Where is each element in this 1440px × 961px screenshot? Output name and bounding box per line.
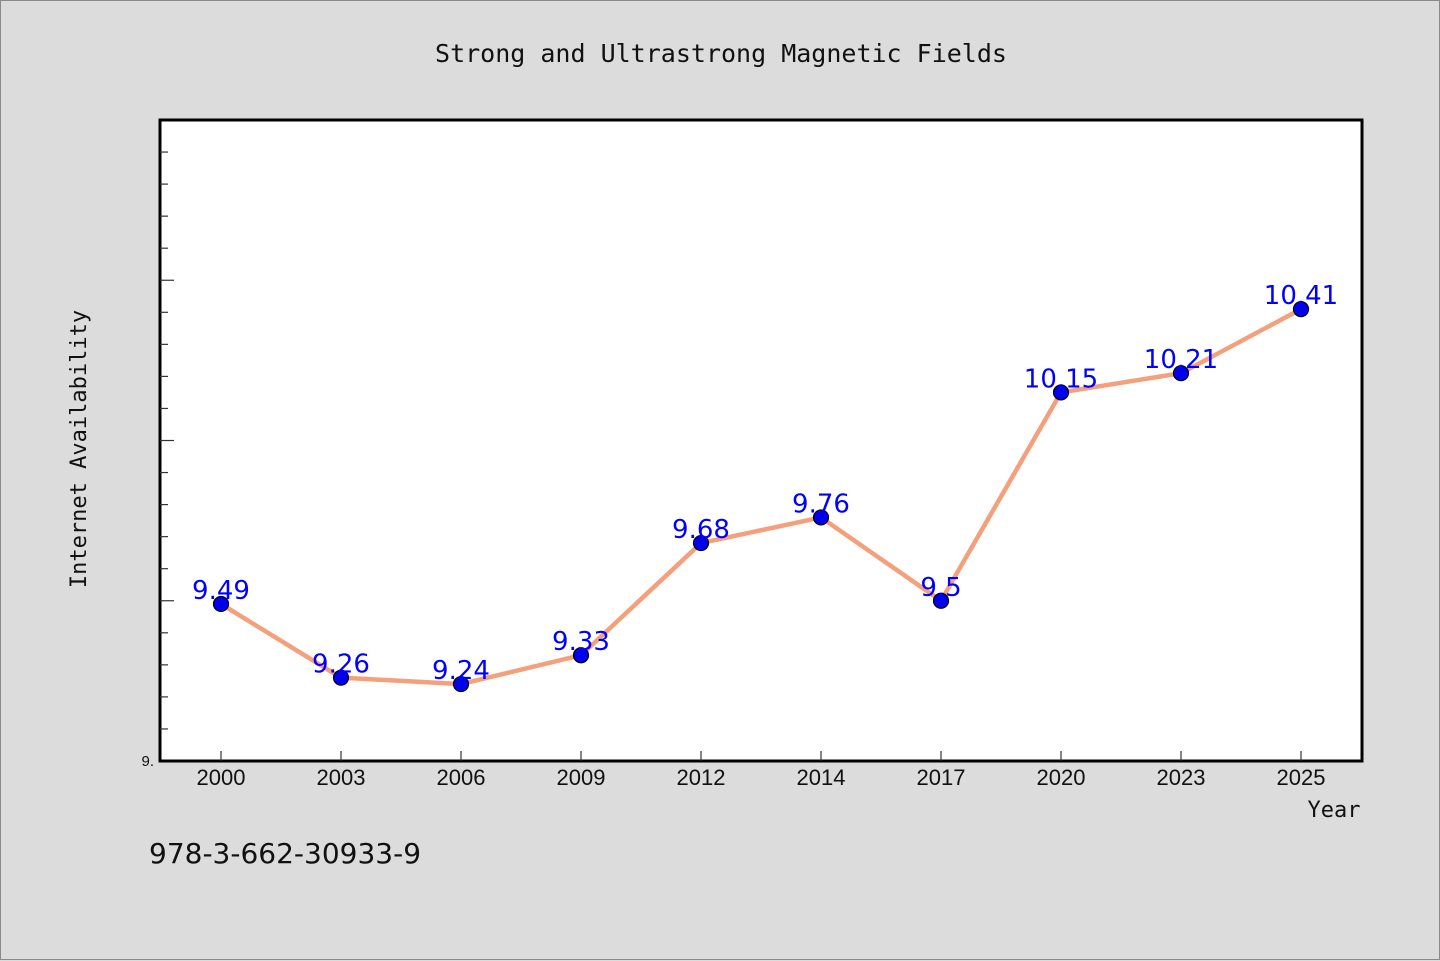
data-point	[1052, 384, 1070, 401]
data-point	[1172, 365, 1190, 382]
data-label: 10.15	[1024, 364, 1098, 394]
x-tick-label: 2014	[797, 765, 846, 790]
data-point	[1292, 300, 1310, 318]
x-tick-label: 2009	[557, 765, 606, 790]
y-tick-label: 9.	[141, 753, 154, 770]
x-tick-label: 2000	[197, 765, 246, 790]
data-label: 9.33	[552, 627, 610, 657]
data-point	[692, 534, 710, 552]
data-point	[452, 675, 470, 693]
x-tick-label: 2020	[1037, 765, 1086, 790]
x-tick-label: 2006	[437, 765, 486, 790]
x-axis-label: Year	[1308, 798, 1361, 823]
plot-area	[158, 118, 1364, 763]
data-point	[812, 509, 830, 526]
data-point	[332, 669, 350, 686]
y-axis-ticks: 9.	[141, 151, 174, 770]
x-axis-ticks: 2000 2003 2006 2009 2012 2014 2017 2020 2023 2025	[197, 751, 1326, 790]
x-tick-label: 2023	[1157, 765, 1206, 790]
chart-title: Strong and Ultrastrong Magnetic Fields	[435, 39, 1007, 68]
data-label: 9.5	[920, 573, 961, 603]
y-axis-label: Internet Availability	[67, 310, 92, 588]
data-point	[212, 595, 230, 613]
x-tick-label: 2003	[317, 765, 366, 790]
data-label: 10.21	[1144, 345, 1218, 375]
series-line	[219, 307, 1303, 687]
data-label: 9.24	[432, 656, 490, 686]
data-label: 9.49	[192, 576, 250, 606]
data-label: 9.26	[312, 650, 370, 680]
series-group	[212, 300, 1310, 693]
data-label: 9.68	[672, 515, 730, 545]
data-point	[572, 647, 590, 664]
x-tick-label: 2025	[1277, 765, 1326, 790]
data-labels: 9.49 9.26 9.24 9.33 9.68 9.76 9.5 10.15 10.21 10.…	[192, 281, 1338, 686]
data-label: 9.76	[792, 489, 850, 519]
x-tick-label: 2012	[677, 765, 726, 790]
x-tick-label: 2017	[917, 765, 966, 790]
isbn-text: 978-3-662-30933-9	[149, 837, 421, 870]
data-point	[932, 592, 950, 609]
data-label: 10.41	[1264, 281, 1338, 311]
